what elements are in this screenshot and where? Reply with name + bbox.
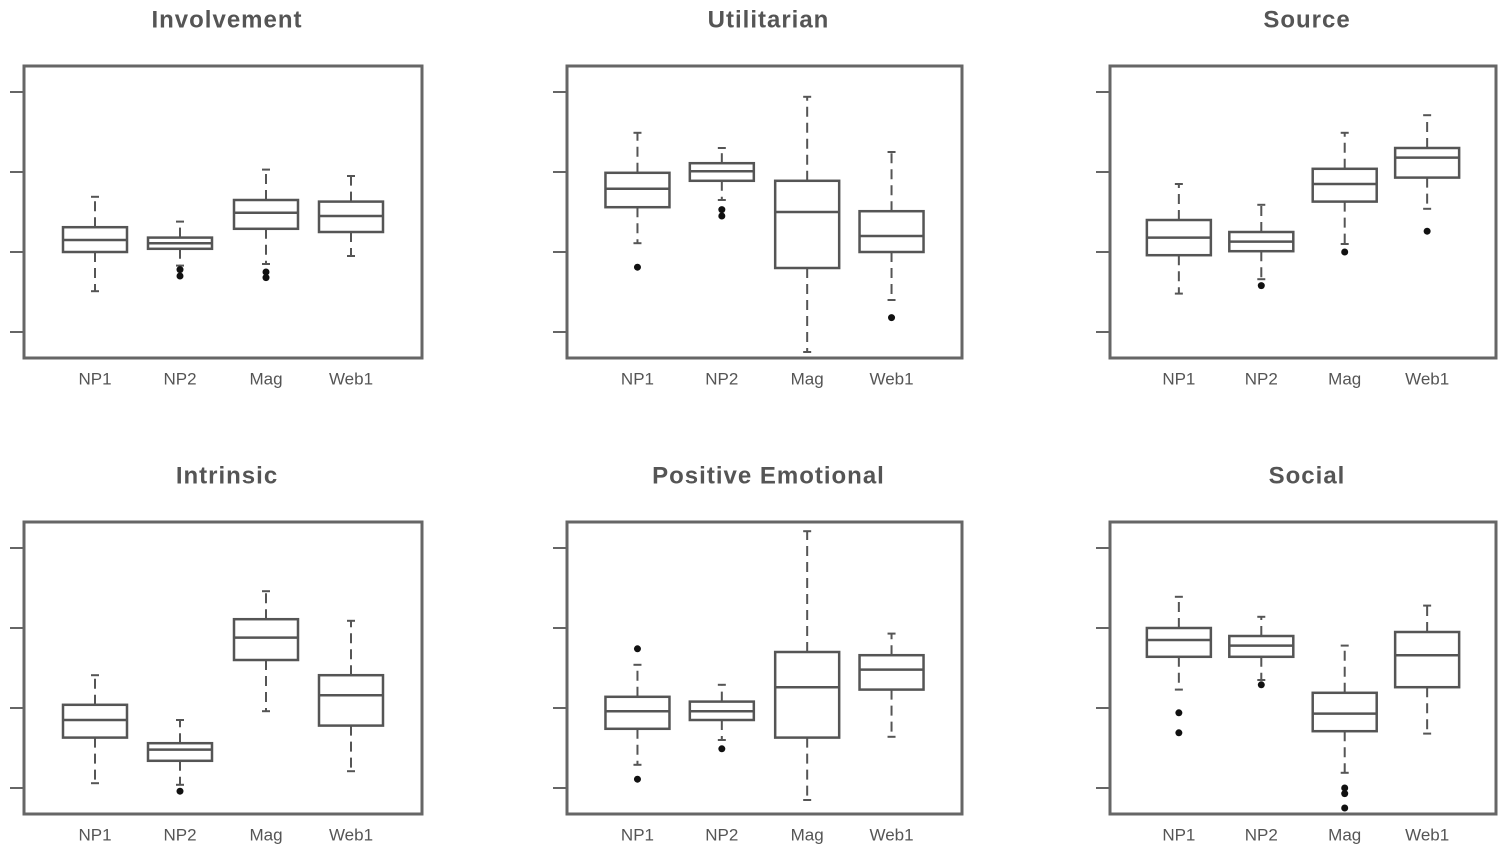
x-tick-label: Web1: [1405, 369, 1449, 388]
x-tick-label: NP2: [1245, 369, 1278, 388]
x-tick-label: NP2: [705, 825, 738, 844]
outlier: [1341, 790, 1349, 798]
box: [1311, 691, 1378, 733]
box: [858, 209, 925, 254]
outlier: [176, 266, 184, 274]
panel-title: Utilitarian: [708, 6, 830, 33]
box: [773, 179, 841, 270]
outlier: [1257, 681, 1265, 689]
outlier: [633, 775, 641, 783]
panel-title: Involvement: [151, 6, 302, 33]
x-tick-label: NP1: [621, 825, 654, 844]
box: [232, 198, 300, 231]
x-tick-label: NP2: [163, 369, 196, 388]
box: [1145, 626, 1213, 659]
box: [146, 741, 214, 763]
plot-frame: [22, 520, 424, 816]
panel-title: Source: [1263, 6, 1350, 33]
x-tick-label: Web1: [869, 369, 913, 388]
box: [604, 695, 671, 731]
x-tick-label: Web1: [329, 825, 373, 844]
outlier: [1175, 709, 1183, 717]
box: [1393, 146, 1461, 179]
box: [1393, 630, 1461, 689]
x-tick-label: NP2: [163, 825, 196, 844]
x-tick-label: Mag: [249, 369, 282, 388]
panel-title: Social: [1269, 462, 1346, 489]
x-tick-label: Mag: [249, 825, 282, 844]
x-tick-label: Mag: [1328, 825, 1361, 844]
outlier: [718, 745, 726, 753]
panel-title: Positive Emotional: [652, 462, 885, 489]
outlier: [633, 263, 641, 271]
x-tick-label: Web1: [869, 825, 913, 844]
outlier: [1341, 248, 1349, 256]
x-tick-label: NP1: [1162, 369, 1195, 388]
x-tick-label: NP2: [705, 369, 738, 388]
outlier: [1175, 729, 1183, 737]
x-tick-label: Mag: [791, 369, 824, 388]
outlier: [633, 645, 641, 653]
x-tick-label: NP1: [621, 369, 654, 388]
x-tick-label: Mag: [1328, 369, 1361, 388]
x-tick-label: Web1: [329, 369, 373, 388]
outlier: [1257, 282, 1265, 290]
plot-frame: [1108, 64, 1498, 360]
box: [317, 673, 385, 727]
x-tick-label: Web1: [1405, 825, 1449, 844]
outlier: [262, 274, 270, 282]
outlier: [1341, 784, 1349, 792]
plot-frame: [565, 64, 964, 360]
outlier: [176, 787, 184, 795]
outlier: [1423, 227, 1431, 235]
outlier: [1341, 804, 1349, 812]
plot-frame: [1108, 520, 1498, 816]
x-tick-label: NP1: [78, 825, 111, 844]
box: [773, 650, 841, 739]
plot-frame: [565, 520, 964, 816]
panel-title: Intrinsic: [176, 462, 278, 489]
x-tick-label: NP1: [1162, 825, 1195, 844]
x-tick-label: Mag: [791, 825, 824, 844]
x-tick-label: NP2: [1245, 825, 1278, 844]
outlier: [176, 272, 184, 280]
outlier: [718, 212, 726, 220]
outlier: [888, 314, 896, 322]
outlier: [718, 206, 726, 214]
x-tick-label: NP1: [78, 369, 111, 388]
plot-frame: [22, 64, 424, 360]
box: [858, 653, 925, 691]
outlier: [262, 268, 270, 276]
box: [232, 617, 300, 662]
